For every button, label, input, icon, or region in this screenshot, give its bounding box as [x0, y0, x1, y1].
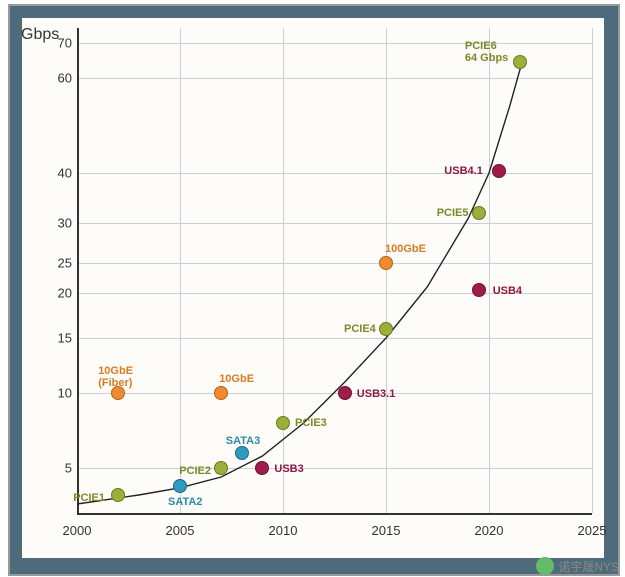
data-point — [255, 461, 269, 475]
data-point-label: PCIE5 — [437, 207, 469, 219]
y-tick-label: 15 — [32, 331, 72, 346]
data-point — [111, 488, 125, 502]
gridline-x — [283, 28, 284, 513]
data-point-label: PCIE6 64 Gbps — [465, 40, 508, 64]
x-tick-label: 2005 — [166, 523, 195, 538]
y-unit-label: Gbps — [21, 26, 59, 44]
data-point-label: PCIE2 — [179, 465, 211, 477]
gridline-y — [77, 338, 592, 339]
x-tick-label: 2025 — [578, 523, 607, 538]
x-tick-label: 2010 — [269, 523, 298, 538]
chart-panel: 2000200520102015202020255101520253040607… — [22, 18, 604, 558]
data-point-label: 10GbE — [219, 373, 254, 385]
y-tick-label: 30 — [32, 216, 72, 231]
x-axis — [77, 513, 592, 515]
y-tick-label: 10 — [32, 386, 72, 401]
gridline-x — [489, 28, 490, 513]
data-point-label: PCIE1 — [73, 492, 105, 504]
gridline-y — [77, 173, 592, 174]
data-point-label: USB3.1 — [357, 388, 396, 400]
data-point-label: SATA2 — [168, 496, 202, 508]
wechat-icon — [536, 557, 554, 575]
data-point — [492, 164, 506, 178]
data-point — [513, 55, 527, 69]
outer-frame: 2000200520102015202020255101520253040607… — [8, 4, 620, 576]
gridline-y — [77, 223, 592, 224]
gridline-y — [77, 263, 592, 264]
watermark-text: 诺宇晟NYS — [558, 558, 619, 575]
data-point-label: 100GbE — [385, 243, 426, 255]
y-tick-label: 60 — [32, 71, 72, 86]
data-point — [472, 206, 486, 220]
data-point — [214, 461, 228, 475]
watermark: 诺宇晟NYS — [536, 557, 619, 575]
gridline-y — [77, 78, 592, 79]
data-point — [472, 283, 486, 297]
data-point-label: 10GbE (Fiber) — [98, 365, 133, 389]
data-point — [379, 256, 393, 270]
gridline-x — [592, 28, 593, 513]
gridline-x — [180, 28, 181, 513]
y-tick-label: 40 — [32, 166, 72, 181]
data-point — [235, 446, 249, 460]
data-point — [276, 416, 290, 430]
data-point-label: USB4 — [493, 285, 522, 297]
gridline-y — [77, 393, 592, 394]
data-point-label: USB4.1 — [444, 165, 483, 177]
x-tick-label: 2015 — [372, 523, 401, 538]
x-tick-label: 2000 — [63, 523, 92, 538]
data-point — [173, 479, 187, 493]
data-point-label: USB3 — [274, 463, 303, 475]
data-point — [379, 322, 393, 336]
data-point-label: SATA3 — [226, 435, 260, 447]
gridline-y — [77, 43, 592, 44]
data-point-label: PCIE3 — [295, 417, 327, 429]
y-tick-label: 25 — [32, 256, 72, 271]
y-tick-label: 20 — [32, 286, 72, 301]
data-point — [338, 386, 352, 400]
y-tick-label: 5 — [32, 461, 72, 476]
gridline-y — [77, 468, 592, 469]
data-point — [214, 386, 228, 400]
y-axis — [77, 28, 79, 513]
data-point-label: PCIE4 — [344, 323, 376, 335]
x-tick-label: 2020 — [475, 523, 504, 538]
gridline-x — [386, 28, 387, 513]
